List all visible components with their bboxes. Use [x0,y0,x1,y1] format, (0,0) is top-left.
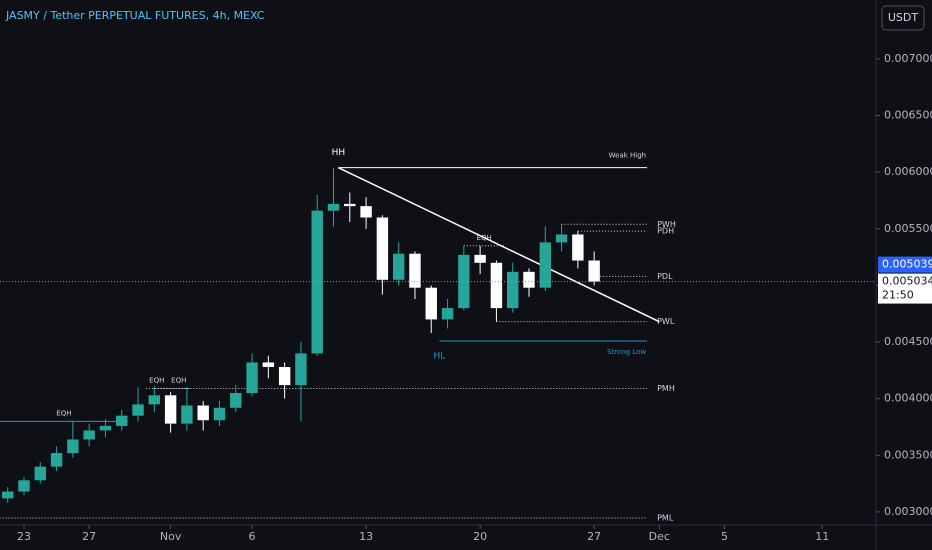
candle-body [116,415,128,426]
x-tick-label: 20 [473,530,487,543]
candle-body [295,353,307,386]
x-tick-label: 27 [587,530,601,543]
level-label: EQH [56,409,71,417]
candle-body [425,287,437,320]
level-label: EQH [149,377,164,385]
candle-body [441,308,454,320]
level-label: PML [657,513,674,522]
y-tick-label: 0.003500 [884,448,932,461]
candle-body [34,466,46,481]
last-price-label: 0.005034 [882,275,932,288]
y-tick-label: 0.004000 [884,392,932,405]
level-label: PDH [657,227,674,236]
candle-body [164,395,177,424]
candle-body [539,242,551,288]
currency-button[interactable] [881,5,925,31]
candle-body [278,366,291,386]
level-label: Weak High [609,152,646,160]
candle-body [392,253,405,280]
candle-body [490,262,503,309]
candle-body [474,254,486,263]
x-tick-label: Nov [160,530,182,543]
candle-body [311,210,323,354]
x-tick-label: 13 [359,530,373,543]
y-tick-label: 0.006500 [884,109,932,122]
candle-body [148,395,161,405]
candle-body [230,393,242,408]
candle-body [409,253,421,288]
level-label: PMH [657,384,675,393]
x-tick-label: 23 [17,530,31,543]
y-tick-label: 0.005500 [884,222,932,235]
candle-body [197,405,209,421]
level-label: PWL [657,317,675,326]
x-tick-label: 11 [815,530,829,543]
x-tick-label: 27 [82,530,96,543]
candle-body [344,203,356,207]
candle-body [555,234,568,243]
y-tick-label: 0.007000 [884,52,932,65]
candle-body [83,430,95,440]
swing-label: HL [433,351,445,361]
candle-body [523,271,535,288]
candle-body [376,217,389,280]
trendline [338,166,660,323]
y-tick-label: 0.004500 [884,335,932,348]
candle-body [2,491,14,499]
candle-body [18,480,30,492]
candle-body [327,203,340,211]
level-label: EQH [171,377,186,385]
y-tick-label: 0.006000 [884,165,932,178]
candle-body [213,407,226,421]
y-tick-label: 0.003000 [884,505,932,518]
mark-price-label: 0.005039 [882,258,932,271]
x-tick-label: 6 [249,530,256,543]
level-label: PDL [657,272,673,281]
x-tick-label: Dec [649,530,670,543]
candle-body [99,425,112,431]
chart-title: JASMY / Tether PERPETUAL FUTURES, 4h, ME… [5,9,265,22]
level-label: PWH [657,220,676,229]
candle-body [262,362,275,367]
x-tick-label: 5 [721,530,728,543]
candle-body [507,271,519,309]
candle-body [50,453,63,467]
candle-body [572,234,584,261]
countdown: 21:50 [882,289,914,302]
level-label: Strong Low [607,348,646,356]
candle-body [588,260,600,282]
candle-body [181,405,193,424]
candle-body [67,439,79,454]
last-price-box [878,273,932,304]
candle-body [360,206,372,218]
mark-price-box [878,256,932,273]
candle-body [132,404,144,416]
swing-label: HH [332,148,346,158]
candle-body [458,254,470,309]
currency[interactable]: USDT [888,11,919,24]
candle-body [246,362,258,394]
